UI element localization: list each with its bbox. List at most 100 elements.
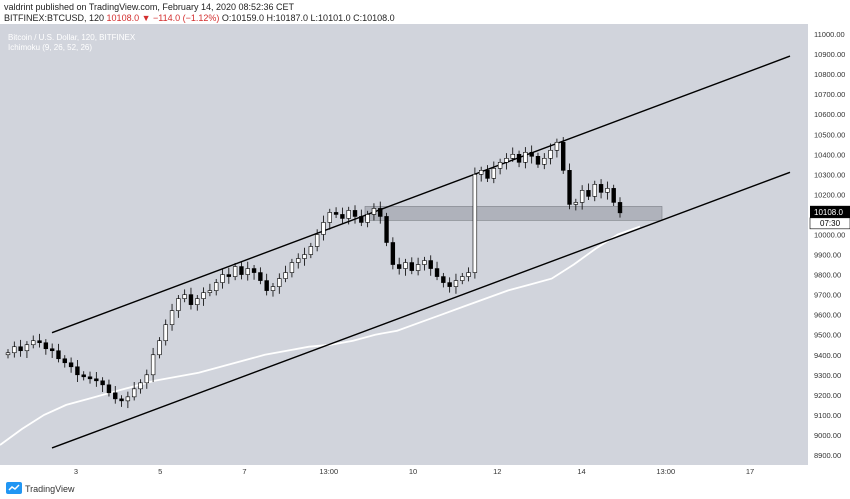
candle-body: [611, 188, 616, 203]
candle-body: [447, 282, 452, 287]
candle-body: [510, 153, 515, 159]
candle-body: [516, 153, 522, 163]
candle-body: [119, 398, 124, 402]
candle-body: [466, 272, 471, 277]
x-tick-label: 17: [746, 467, 754, 476]
y-tick-label: 9100.00: [814, 411, 841, 420]
candle-body: [43, 342, 49, 350]
trend-channel: [51, 55, 791, 449]
candle-body: [453, 280, 459, 287]
candle-body: [333, 212, 339, 215]
tradingview-logo-icon: [6, 482, 22, 494]
candle-body: [365, 214, 370, 223]
candle-body: [390, 242, 396, 265]
candle-body: [314, 234, 320, 247]
published-line: valdrint published on TradingView.com, F…: [4, 2, 295, 12]
candle-body: [592, 184, 597, 197]
legend-title: Bitcoin / U.S. Dollar, 120, BITFINEX: [8, 33, 136, 42]
candle-body: [245, 268, 250, 275]
legend-indicator: Ichimoku (9, 26, 52, 26): [8, 43, 93, 52]
candle-body: [523, 151, 528, 163]
candle-body: [220, 274, 225, 283]
candle-body: [277, 278, 282, 287]
candle-body: [163, 324, 168, 342]
candle-body: [24, 344, 30, 352]
candle-body: [359, 216, 364, 223]
candle-body: [491, 168, 497, 179]
y-tick-label: 10400.00: [814, 150, 845, 159]
candle-body: [479, 170, 484, 175]
y-tick-label: 9900.00: [814, 251, 841, 260]
candle-body: [434, 268, 440, 277]
footer-brand: TradingView: [25, 484, 75, 494]
candle-body: [378, 208, 383, 217]
price-chart[interactable]: 8900.00 9000.00 9100.00 9200.00 9300.00 9400.…: [0, 24, 850, 478]
candle-body: [542, 158, 547, 165]
price-axis-area: [808, 24, 850, 478]
candle-body: [504, 158, 509, 163]
candle-body: [87, 376, 93, 380]
candle-body: [422, 260, 427, 265]
candle-body: [18, 346, 23, 352]
candle-body: [327, 212, 332, 223]
x-tick-label: 13:00: [319, 467, 338, 476]
candle-body: [415, 264, 421, 271]
candle-body: [283, 272, 288, 279]
candle-body: [264, 280, 269, 291]
candle-body: [567, 170, 572, 205]
low-value: L:10101.0: [310, 13, 351, 23]
candle-body: [535, 156, 541, 165]
x-tick-label: 12: [493, 467, 501, 476]
footer: TradingView: [0, 478, 850, 499]
candle-body: [131, 388, 137, 398]
candle-body: [188, 294, 194, 305]
candle-body: [586, 190, 591, 197]
candle-body: [579, 190, 585, 203]
last-price-tag: [810, 205, 850, 218]
y-tick-label: 10600.00: [814, 110, 845, 119]
candle-body: [460, 276, 465, 281]
price-change: ▼ −114.0 (−1.12%): [141, 13, 220, 23]
candle-body: [94, 378, 99, 382]
candle-body: [308, 246, 314, 255]
y-tick-label: 10700.00: [814, 90, 845, 99]
x-tick-label: 10: [409, 467, 417, 476]
candle-body: [384, 216, 389, 243]
candle-body: [12, 346, 17, 354]
y-tick-label: 10500.00: [814, 130, 845, 139]
candle-body: [37, 340, 42, 344]
x-tick-label: 5: [158, 467, 162, 476]
price-tags: 10108.0 07:30: [809, 205, 850, 230]
candle-body: [157, 340, 162, 356]
candle-body: [251, 268, 257, 273]
x-tick-label: 3: [74, 467, 78, 476]
candle-body: [49, 348, 55, 352]
candle-body: [548, 149, 553, 159]
y-tick-label: 10900.00: [814, 50, 845, 59]
ichimoku-baseline: [0, 225, 641, 446]
x-tick-label: 13:00: [656, 467, 675, 476]
candle-body: [5, 352, 11, 356]
candle-body: [441, 276, 446, 283]
countdown-tag-label: 07:30: [820, 219, 841, 228]
candle-body: [239, 266, 244, 275]
candle-body: [605, 188, 610, 193]
candle-body: [100, 380, 105, 386]
candle-body: [340, 214, 345, 219]
time-axis-area: [0, 465, 808, 478]
channel-upper-line: [51, 55, 791, 334]
candle-body: [573, 202, 579, 205]
candle-body: [403, 262, 408, 269]
x-tick-label: 7: [242, 467, 246, 476]
y-tick-label: 10200.00: [814, 190, 845, 199]
candle-body: [561, 141, 566, 171]
candle-body: [371, 208, 377, 215]
candle-body: [554, 141, 560, 151]
candle-body: [150, 354, 156, 376]
candle-body: [182, 294, 187, 299]
last-price: 10108.0: [106, 13, 140, 23]
candle-body: [68, 362, 74, 368]
y-tick-label: 9400.00: [814, 351, 841, 360]
candle-body: [598, 184, 604, 193]
candle-body: [270, 286, 276, 291]
